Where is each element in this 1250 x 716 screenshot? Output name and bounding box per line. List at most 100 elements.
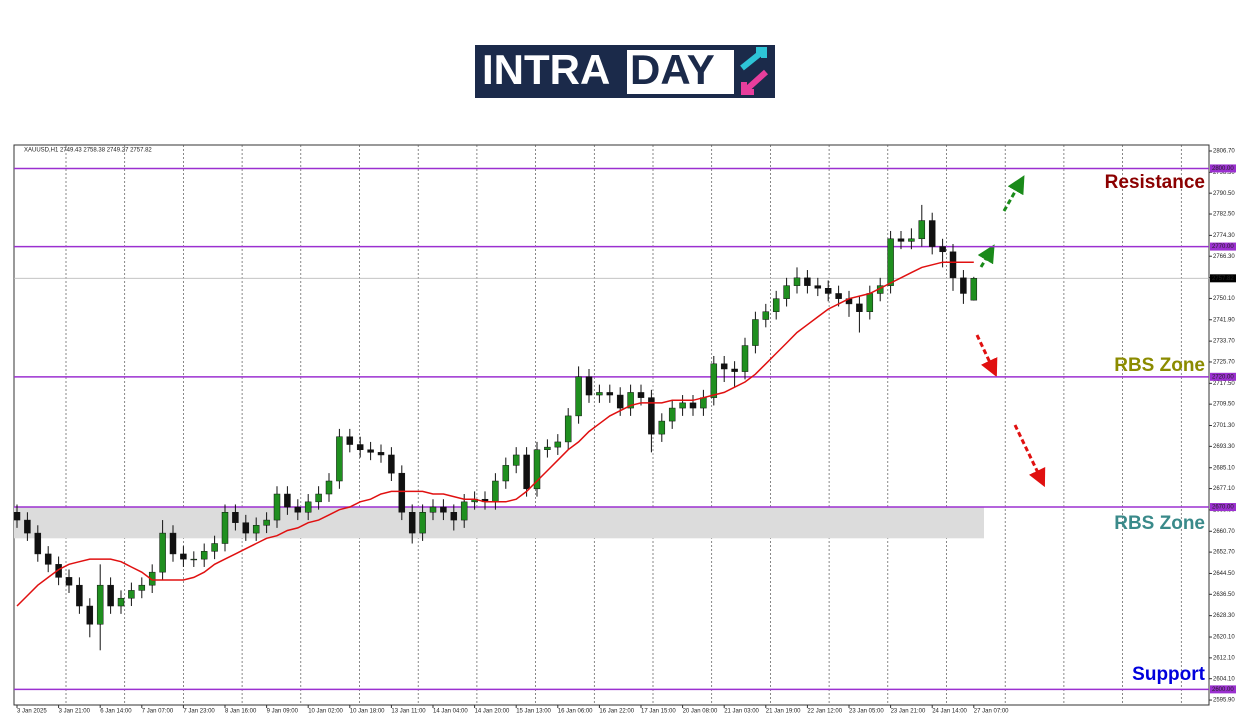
candle-body — [44, 553, 52, 565]
candle-body — [835, 293, 842, 299]
x-tick-label: 7 Jan 23:00 — [183, 709, 215, 715]
candle-body — [336, 436, 343, 482]
level-label-bg — [1210, 503, 1236, 512]
x-tick-label: 9 Jan 09:00 — [267, 709, 299, 715]
x-tick-label: 8 Jan 16:00 — [225, 709, 257, 715]
candle-body — [346, 436, 354, 445]
annotation: Resistance — [1105, 172, 1205, 193]
x-tick-label: 21 Jan 19:00 — [766, 709, 801, 715]
x-tick-label: 22 Jan 12:00 — [807, 709, 842, 715]
x-tick-label: 7 Jan 07:00 — [142, 709, 174, 715]
y-tick-label: 2701.30 — [1213, 423, 1235, 429]
candle-body — [419, 512, 426, 534]
plot-frame — [13, 144, 1210, 706]
candle-body — [356, 444, 364, 450]
candle-body — [263, 519, 270, 526]
candle-body — [429, 506, 437, 513]
x-tick-label: 24 Jan 14:00 — [932, 709, 967, 715]
candle-body — [658, 420, 666, 435]
candle-body — [159, 532, 166, 573]
candle-body — [13, 512, 21, 521]
candle-body — [887, 238, 894, 286]
candle-body — [180, 553, 187, 560]
candle-body — [128, 590, 135, 599]
x-tick-label: 14 Jan 20:00 — [475, 709, 510, 715]
level-label: 2720.00 — [1212, 374, 1234, 380]
candle-body — [564, 415, 572, 443]
level-label: 2770.00 — [1212, 244, 1234, 250]
candle-body — [616, 394, 624, 409]
candle-body — [440, 506, 447, 513]
candle-body — [315, 493, 322, 503]
candle-body — [367, 449, 374, 453]
candle-body — [668, 407, 676, 422]
arrow — [1013, 424, 1046, 488]
candle-body — [138, 584, 146, 591]
candle-body — [284, 493, 291, 508]
candle-body — [388, 454, 395, 474]
y-tick-label: 2612.10 — [1213, 655, 1235, 661]
moving-average — [16, 261, 974, 607]
candle-body — [86, 605, 94, 625]
x-tick-label: 20 Jan 08:00 — [683, 709, 718, 715]
annotation: RBS Zone — [1114, 513, 1205, 534]
chart-header: XAUUSD,H1 2749.43 2758.38 2749.27 2757.8… — [24, 148, 152, 154]
candle-body — [762, 311, 770, 320]
y-tick-label: 2652.70 — [1213, 550, 1235, 556]
candle-body — [492, 480, 499, 503]
candle-body — [76, 584, 83, 607]
y-tick-label: 2733.70 — [1213, 339, 1235, 345]
candle-body — [970, 278, 978, 301]
level-label-bg — [1210, 242, 1236, 251]
candle-body — [242, 522, 250, 534]
candle-body — [679, 402, 686, 409]
x-tick-label: 27 Jan 07:00 — [974, 709, 1009, 715]
candle-body — [533, 449, 541, 490]
y-tick-label: 2774.30 — [1213, 233, 1235, 239]
level-label-bg — [1210, 685, 1236, 694]
annotation: Support — [1132, 664, 1205, 685]
candle-body — [648, 397, 655, 435]
y-tick-label: 2806.70 — [1213, 149, 1235, 155]
candle-body — [689, 402, 697, 409]
candle-body — [96, 584, 104, 625]
candle-body — [117, 597, 125, 607]
logo: INTRA DAY — [475, 45, 775, 98]
candle-body — [398, 472, 406, 513]
candle-body — [824, 288, 832, 294]
y-tick-label: 2717.50 — [1213, 381, 1235, 387]
candle-body — [304, 501, 312, 513]
candle-body — [55, 564, 62, 578]
y-tick-label: 2677.10 — [1213, 486, 1235, 492]
candle-body — [960, 277, 967, 294]
candle-body — [856, 303, 863, 312]
candle-body — [918, 220, 926, 240]
candle-body — [200, 551, 208, 560]
annotation: RBS Zone — [1114, 355, 1205, 376]
x-tick-label: 16 Jan 22:00 — [599, 709, 634, 715]
candle-body — [523, 454, 530, 490]
y-tick-label: 2741.90 — [1213, 317, 1235, 323]
candle-body — [377, 452, 385, 456]
y-tick-label: 2685.10 — [1213, 465, 1235, 471]
candle-body — [221, 512, 229, 544]
y-tick-label: 2782.50 — [1213, 212, 1235, 218]
v-grid — [65, 145, 1182, 705]
candle-body — [232, 512, 239, 523]
candle-body — [273, 493, 281, 521]
candle-body — [741, 345, 749, 372]
y-tick-label: 2725.70 — [1213, 360, 1235, 366]
candle-body — [585, 376, 593, 396]
candle-body — [325, 480, 333, 495]
candle-body — [752, 319, 759, 346]
candle-body — [637, 392, 645, 398]
candle-body — [793, 277, 801, 286]
candle-body — [720, 363, 728, 370]
x-tick-label: 6 Jan 14:00 — [100, 709, 132, 715]
candle-body — [544, 446, 551, 450]
candle-body — [502, 465, 510, 482]
candle-body — [24, 519, 31, 534]
x-tick-label: 23 Jan 21:00 — [891, 709, 926, 715]
